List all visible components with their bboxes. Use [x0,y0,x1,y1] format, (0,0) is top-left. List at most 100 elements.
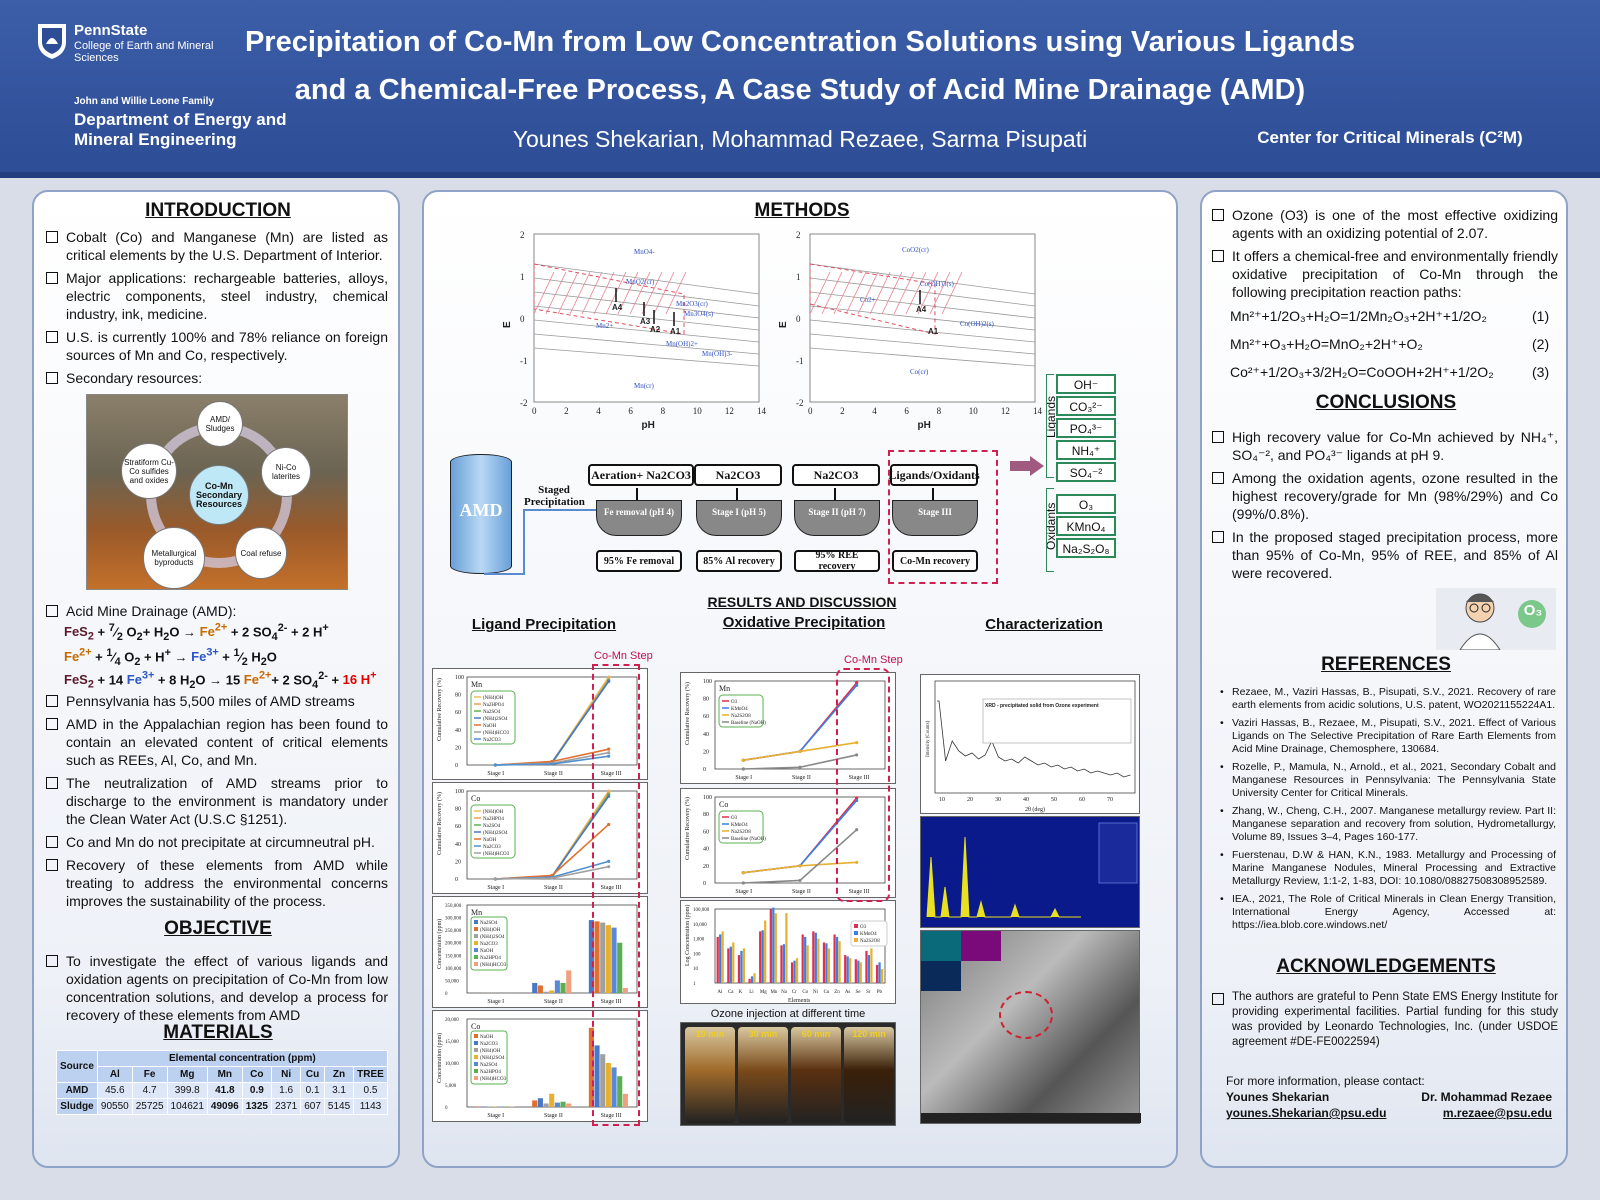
legend-entry: (NH4)OH [480,1049,501,1054]
x-tick-label: As [845,990,851,995]
data-point [550,762,554,766]
chart-oxidative-elements: Log Concentration (ppm) 100,000 10,000 1,00… [680,900,896,1004]
reaction-1: FeS2 + 7⁄2 O2+ H2O → Fe2+ + 2 SO42- + 2 … [64,622,329,643]
y-tick-label: 100 [703,679,712,685]
column-header: Fe [131,1066,168,1083]
y-tick-label: 20 [455,745,461,751]
bar [543,991,549,993]
bar [748,978,751,983]
bar [859,962,862,983]
reaction-number: (2) [1532,336,1550,352]
conclusions-bullets: High recovery value for Co-Mn achieved b… [1210,428,1558,587]
bar [532,982,538,993]
legend-swatch [854,938,858,942]
y-tick-label: 20 [703,749,709,755]
data-point [855,860,859,864]
list-item: Co and Mn do not precipitate at circumne… [44,833,388,851]
y-tick-label: 0 [703,767,706,773]
hatch-line [905,271,927,315]
legend-box [718,810,764,844]
stage-iii-highlight [888,450,998,584]
flow-arrow [484,506,604,575]
species-label: Co(OH)3(s) [920,280,954,288]
stage-tank: Stage II (pH 7) [794,500,880,536]
hatch-line [809,271,831,315]
x-tick-label: 12 [725,406,734,416]
bar [780,945,783,983]
y-tick-label: 80 [703,812,709,818]
contact-intro: For more information, please contact: [1226,1074,1425,1088]
hatch-line [917,271,939,315]
xrd-trace [937,700,1131,778]
bar [833,934,836,983]
y-tick-label: 1 [520,272,525,282]
data-point [741,881,745,885]
contact1-name: Younes Shekarian [1226,1090,1330,1104]
map-mn [921,931,961,961]
hatch-line [665,271,687,315]
y-tick-label: 80 [703,697,709,703]
bar [793,960,796,983]
x-tick-label: Li [749,990,754,995]
y-tick-label: 20,000 [445,1018,459,1023]
stability-region [809,263,936,335]
objective-title: OBJECTIVE [164,918,272,939]
table-cell: 25725 [131,1098,168,1115]
x-tick-label: Co [802,990,808,995]
contact1-email[interactable]: younes.Shekarian@psu.edu [1226,1106,1387,1120]
oxidants-bracket [1046,488,1054,572]
chart-ligand-mn-recovery: Mn Cumulative Recovery (%) 0 20 40 60 80 100 Sta… [432,668,648,780]
chart-title: Co [471,1022,480,1031]
bar [764,920,767,983]
ozone-time-label: 10 min [695,1029,725,1039]
list-item: U.S. is currently 100% and 78% reliance … [44,328,388,364]
reaction-number: (1) [1532,308,1550,324]
bar [588,1027,594,1107]
sem-info-bar [921,1113,1141,1123]
species-label: Co2+ [860,296,876,304]
list-item: Ozone (O3) is one of the most effective … [1210,206,1558,242]
row-label: AMD [56,1082,98,1099]
y-axis-label: Intensity (Counts) [926,720,931,757]
hatch-line [857,271,879,315]
ozone-bullets: Ozone (O3) is one of the most effective … [1210,206,1558,306]
x-tick-label: Stage II [544,999,563,1005]
y-tick-label: -2 [796,398,804,408]
legend-entry: Na2CO3 [480,942,498,947]
conc-header: Elemental concentration (ppm) [96,1050,388,1067]
amd-bullet: Acid Mine Drainage (AMD): [44,602,388,625]
x-tick-label: Cr [792,990,797,995]
y-tick-label: 15,000 [445,1040,459,1045]
bar [611,1067,617,1107]
conclusions-title: CONCLUSIONS [1315,392,1457,413]
pourbaix-co: 0 2 4 6 8 10 12 14210-1-2pHECoO2(cr)Co(OH)3(s)C… [778,230,1043,431]
bar [716,936,719,983]
ozone-time-label: 30 min [748,1029,778,1039]
bar [543,1103,549,1107]
legend-box [850,920,888,947]
x-tick-label: Stage I [735,889,752,895]
legend-entry: Na2HPO4 [483,817,504,822]
bar [737,955,741,983]
legend-entry: Na2SO4 [480,921,498,926]
hatch-line [533,271,555,315]
y-tick-label: 100 [703,795,712,801]
reagent-box: Aeration+ Na2CO3 [588,464,694,486]
bar [537,1098,543,1107]
ozone-caption: Ozone injection at different time [710,1008,866,1020]
y-tick-label: 40 [455,842,461,848]
legend-entry: (NH4)OH [483,810,504,815]
species-label: MnO4- [634,248,655,256]
bar [878,962,881,983]
legend-entry: (NH4)OH [483,696,504,701]
table-cell: 45.6 [96,1082,133,1099]
legend-swatch [474,927,478,931]
hatch-line [569,271,591,315]
legend-entry: NaOH [483,838,496,843]
contact2-email[interactable]: m.rezaee@psu.edu [1442,1106,1552,1120]
hatch-line [929,271,951,315]
species-label: Mn(OH)2+ [666,340,698,348]
data-point [607,794,611,798]
bar [560,1101,566,1107]
bar [594,921,600,993]
